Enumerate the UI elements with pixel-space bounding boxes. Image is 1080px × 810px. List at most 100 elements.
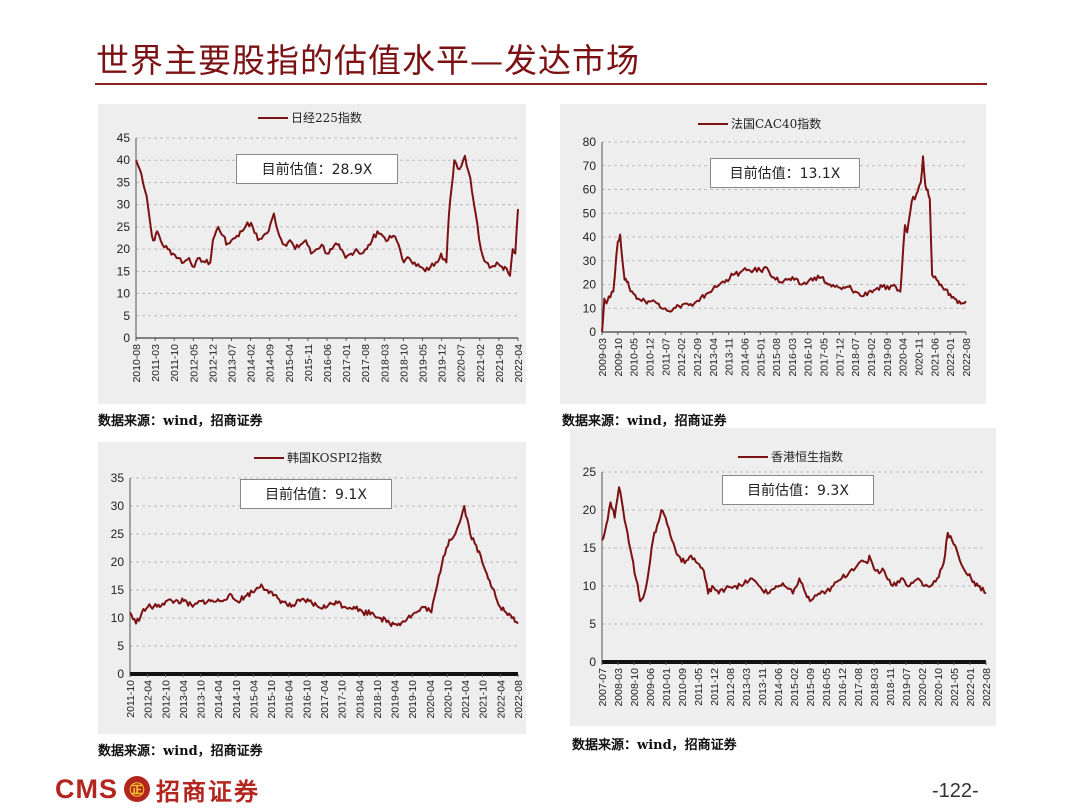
x-tick-label: 2010-01 (661, 668, 673, 707)
chart-kospi2: 0 5 10 15 20 25 30 35 2011-10 2012-04 2012-10 2013-… (111, 471, 525, 719)
x-tick-label: 2015-02 (789, 668, 801, 707)
x-tick-label: 2013-11 (757, 668, 769, 706)
x-tick-label: 2014-10 (231, 680, 243, 719)
legend-line-swatch (698, 122, 728, 125)
x-tick-label: 2012-08 (725, 668, 737, 707)
legend-label: 韩国KOSPI2指数 (287, 451, 383, 465)
chart-panel-nikkei: 0 5 10 15 20 25 30 35 40 45 2010-08 2011-03 2011-10 2… (98, 104, 526, 404)
x-tick-label: 2013-04 (708, 338, 720, 377)
x-tick-label: 2014-02 (246, 344, 258, 383)
x-tick-label: 2014-09 (265, 344, 277, 383)
y-tick-label: 0 (123, 331, 130, 345)
page-title: 世界主要股指的估值水平—发达市场 (96, 41, 640, 80)
x-tick-label: 2017-04 (319, 680, 331, 719)
y-tick-label: 15 (117, 264, 131, 278)
y-tick-label: 20 (583, 503, 597, 517)
y-tick-label: 5 (123, 309, 130, 323)
x-tick-label: 2013-10 (196, 680, 208, 719)
x-tick-label: 2018-07 (850, 338, 862, 377)
y-tick-label: 0 (589, 655, 596, 669)
legend-line-swatch (254, 456, 284, 459)
x-tick-label: 2015-01 (755, 338, 767, 377)
x-tick-label: 2022-01 (965, 668, 977, 707)
x-tick-label: 2018-03 (379, 344, 391, 383)
x-tick-label: 2019-12 (437, 344, 449, 383)
x-tick-label: 2017-12 (834, 338, 846, 377)
x-tick-label: 2013-03 (741, 668, 753, 707)
y-tick-label: 20 (583, 278, 597, 292)
y-tick-label: 35 (117, 175, 131, 189)
legend-label: 法国CAC40指数 (731, 117, 822, 131)
y-tick-label: 20 (117, 242, 131, 256)
x-tick-label: 2022-08 (981, 668, 993, 707)
x-tick-label: 2013-04 (178, 680, 190, 719)
x-tick-label: 2016-12 (837, 668, 849, 707)
x-tick-label: 2011-12 (709, 668, 721, 706)
x-tick-label: 2010-08 (131, 344, 143, 383)
logo-emblem-icon: ㊣ (124, 776, 150, 802)
current-valuation-box: 目前估值：13.1X (710, 158, 860, 188)
y-tick-label: 5 (117, 639, 124, 653)
x-tick-label: 2018-04 (354, 680, 366, 719)
x-tick-label: 2011-10 (125, 680, 137, 718)
x-tick-label: 2015-08 (771, 338, 783, 377)
y-tick-label: 5 (589, 617, 596, 631)
x-tick-label: 2012-04 (143, 680, 155, 719)
x-tick-label: 2020-04 (898, 338, 910, 377)
current-valuation-box: 目前估值：9.1X (240, 479, 392, 509)
x-tick-label: 2021-02 (475, 344, 487, 383)
x-tick-label: 2012-12 (207, 344, 219, 383)
x-tick-label: 2020-10 (933, 668, 945, 707)
chart-panel-hangseng: 0 5 10 15 20 25 2007-07 2008-03 2008-10 2009-06 20… (570, 428, 996, 726)
legend: 韩国KOSPI2指数 (254, 449, 382, 466)
x-tick-label: 2018-10 (372, 680, 384, 719)
current-valuation-box: 目前估值：9.3X (722, 475, 874, 505)
series-line (135, 154, 519, 277)
y-tick-label: 30 (583, 254, 597, 268)
x-tick-label: 2021-10 (478, 680, 490, 719)
x-tick-label: 2011-10 (169, 344, 181, 382)
y-tick-label: 10 (583, 301, 597, 315)
x-tick-label: 2020-07 (456, 344, 468, 383)
x-tick-label: 2016-04 (284, 680, 296, 719)
page-number: -122- (932, 780, 979, 802)
x-tick-label: 2017-01 (341, 344, 353, 383)
x-tick-label: 2022-01 (945, 338, 957, 377)
x-tick-label: 2021-06 (929, 338, 941, 377)
series-line (601, 155, 967, 333)
x-tick-label: 2022-08 (513, 680, 525, 719)
x-tick-label: 2019-07 (901, 668, 913, 707)
legend-line-swatch (738, 455, 768, 458)
legend-line-swatch (258, 116, 288, 119)
x-tick-label: 2021-05 (949, 668, 961, 707)
source-note: 数据来源：wind，招商证券 (572, 738, 737, 753)
x-tick-label: 2008-10 (629, 668, 641, 707)
x-tick-label: 2017-05 (819, 338, 831, 377)
y-tick-label: 0 (589, 325, 596, 339)
x-tick-label: 2020-04 (425, 680, 437, 719)
x-tick-label: 2009-10 (613, 338, 625, 377)
chart-nikkei: 0 5 10 15 20 25 30 35 40 45 2010-08 2011-03 2011-10 2… (117, 131, 525, 383)
x-tick-label: 2009-06 (645, 668, 657, 707)
y-tick-label: 10 (583, 579, 597, 593)
x-tick-label: 2022-08 (961, 338, 973, 377)
y-tick-label: 15 (583, 541, 597, 555)
x-tick-label: 2017-08 (853, 668, 865, 707)
y-tick-label: 0 (117, 667, 124, 681)
y-tick-label: 25 (111, 527, 125, 541)
x-tick-label: 2011-03 (150, 344, 162, 382)
y-tick-label: 25 (117, 220, 131, 234)
x-tick-label: 2014-06 (773, 668, 785, 707)
x-tick-label: 2018-11 (885, 668, 897, 706)
y-tick-label: 50 (583, 206, 597, 220)
x-tick-label: 2015-04 (248, 680, 260, 719)
x-tick-label: 2020-11 (914, 338, 926, 376)
x-tick-label: 2013-07 (227, 344, 239, 383)
x-tick-label: 2021-09 (494, 344, 506, 383)
x-tick-label: 2009-03 (597, 338, 609, 377)
x-tick-label: 2011-05 (693, 668, 705, 706)
x-tick-label: 2015-09 (805, 668, 817, 707)
y-tick-label: 20 (111, 555, 125, 569)
x-tick-label: 2022-04 (513, 344, 525, 383)
